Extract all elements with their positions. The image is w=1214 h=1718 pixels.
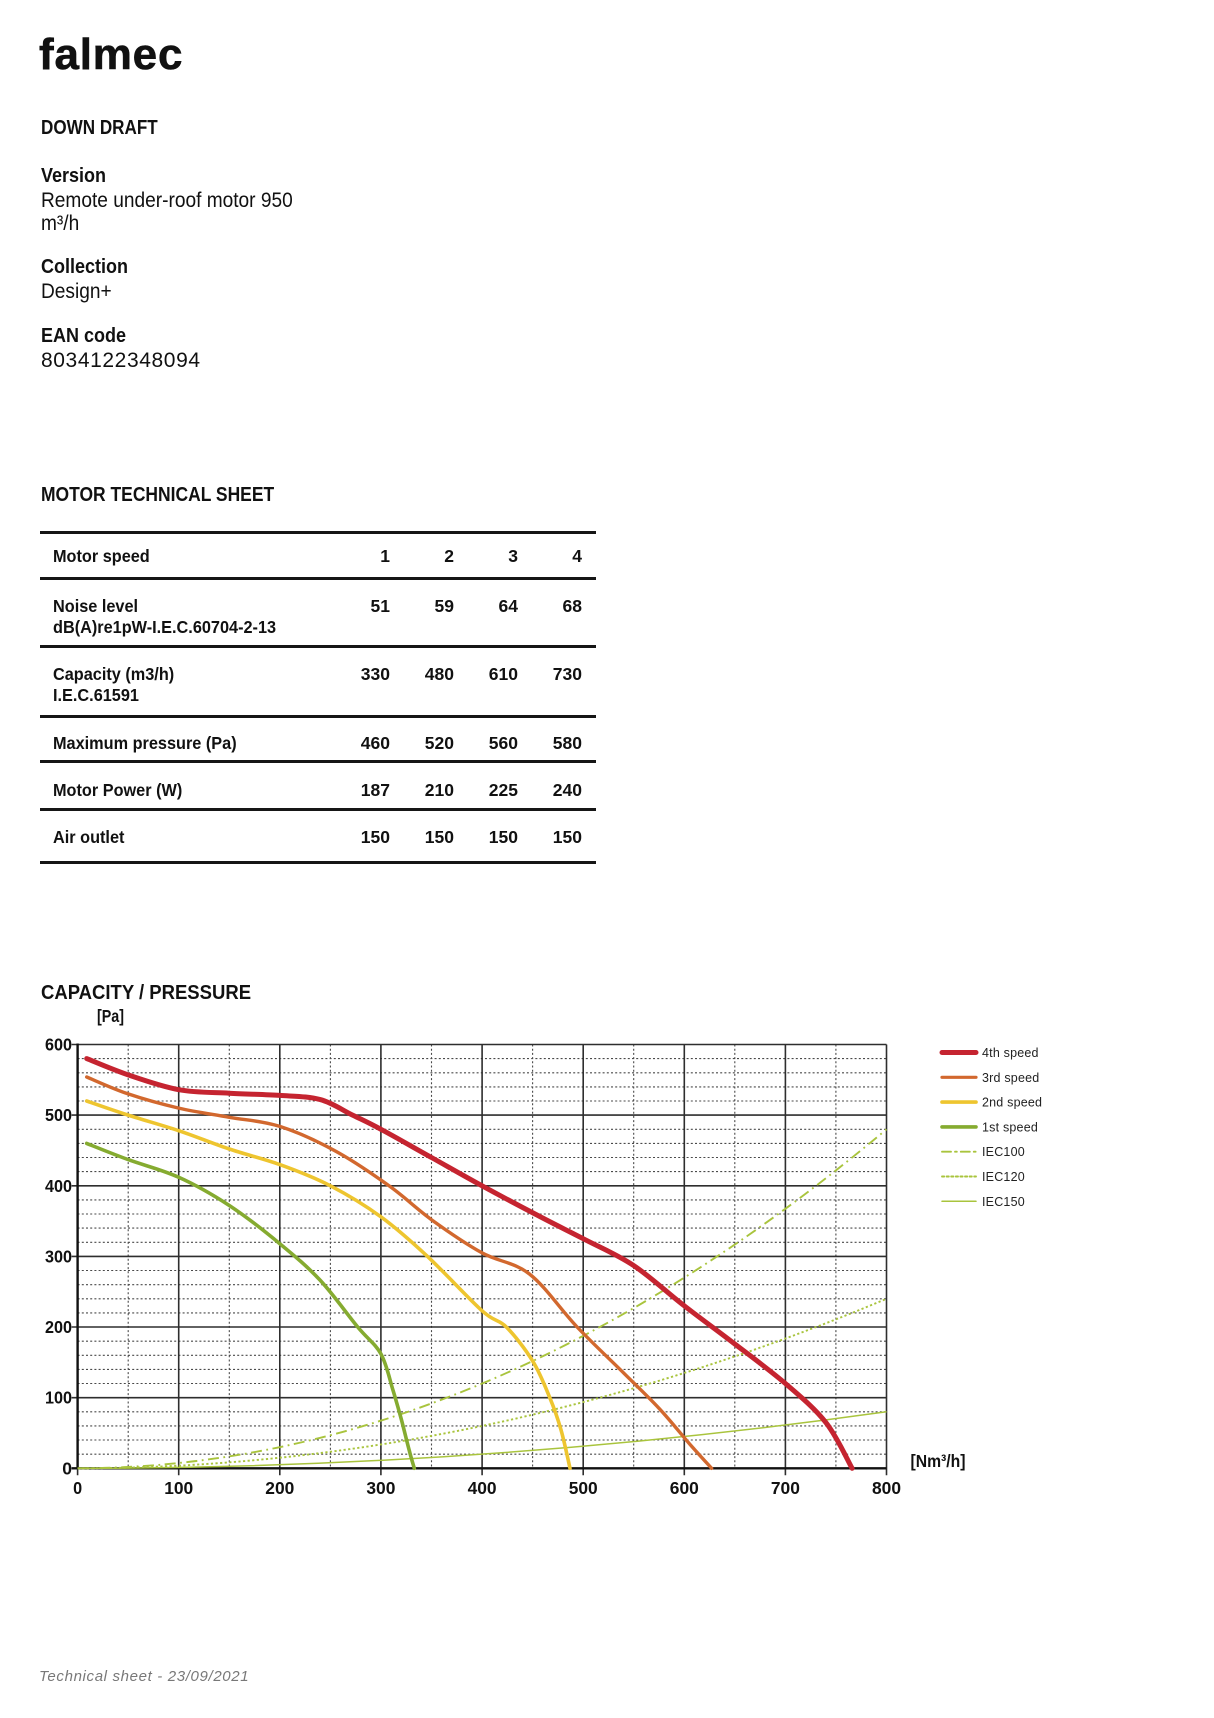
- svg-text:800: 800: [872, 1478, 901, 1498]
- svg-text:0: 0: [73, 1478, 82, 1498]
- svg-text:200: 200: [265, 1478, 294, 1498]
- svg-text:IEC120: IEC120: [982, 1170, 1025, 1184]
- svg-text:IEC100: IEC100: [982, 1145, 1025, 1159]
- svg-text:[Pa]: [Pa]: [97, 1006, 124, 1026]
- svg-text:1st speed: 1st speed: [982, 1120, 1038, 1134]
- svg-text:300: 300: [366, 1478, 395, 1498]
- svg-text:0: 0: [62, 1458, 72, 1478]
- svg-text:700: 700: [771, 1478, 800, 1498]
- svg-text:100: 100: [164, 1478, 193, 1498]
- svg-text:3rd speed: 3rd speed: [982, 1071, 1039, 1085]
- svg-text:100: 100: [45, 1388, 72, 1408]
- svg-text:600: 600: [45, 1035, 72, 1055]
- svg-text:4th speed: 4th speed: [982, 1046, 1039, 1060]
- svg-text:300: 300: [45, 1246, 72, 1266]
- svg-text:500: 500: [569, 1478, 598, 1498]
- svg-text:[Nm³/h]: [Nm³/h]: [911, 1451, 966, 1471]
- svg-text:400: 400: [468, 1478, 497, 1498]
- svg-text:IEC150: IEC150: [982, 1195, 1025, 1209]
- svg-text:400: 400: [45, 1176, 72, 1196]
- svg-text:500: 500: [45, 1105, 72, 1125]
- svg-text:2nd speed: 2nd speed: [982, 1096, 1042, 1110]
- svg-text:600: 600: [670, 1478, 699, 1498]
- svg-text:200: 200: [45, 1317, 72, 1337]
